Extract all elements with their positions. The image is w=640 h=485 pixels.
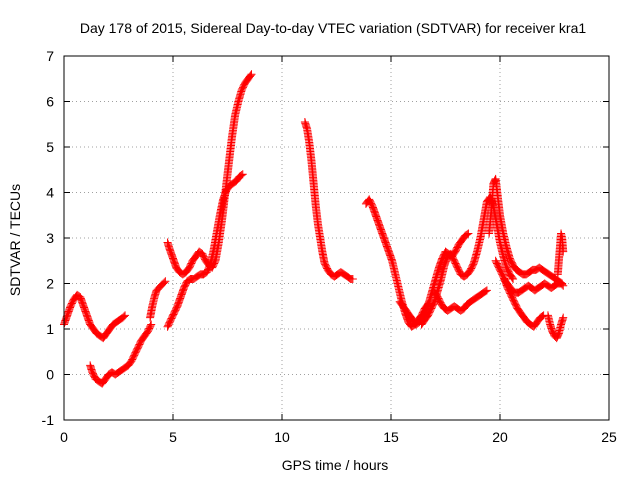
x-tick-label: 15: [383, 429, 399, 445]
data-series-arc-2: [86, 320, 156, 388]
data-point: [508, 273, 517, 282]
data-point: [509, 274, 518, 283]
data-point: [161, 277, 170, 286]
data-point: [147, 320, 156, 329]
x-tick-label: 0: [60, 429, 68, 445]
points-layer: [60, 70, 568, 388]
data-point: [348, 274, 357, 283]
data-point: [481, 287, 490, 296]
x-tick-label: 10: [274, 429, 290, 445]
data-point: [558, 280, 567, 289]
y-tick-label: -1: [42, 412, 55, 428]
y-tick-label: 1: [46, 321, 54, 337]
grid-layer: [64, 56, 609, 420]
data-point: [246, 71, 255, 80]
y-axis-label: SDTVAR / TECUs: [7, 184, 23, 296]
data-point: [464, 229, 473, 238]
x-tick-label: 25: [601, 429, 617, 445]
data-point: [238, 170, 247, 179]
data-point: [538, 312, 547, 321]
x-axis-label: GPS time / hours: [282, 457, 389, 473]
y-tick-label: 7: [46, 48, 54, 64]
data-point: [559, 313, 568, 322]
plot-frame: [63, 55, 610, 421]
data-point: [119, 312, 128, 321]
data-series-arc-7: [361, 195, 433, 331]
y-tick-label: 4: [46, 185, 54, 201]
data-series-arc-13: [500, 274, 548, 331]
x-tick-label: 5: [169, 429, 177, 445]
data-point: [75, 292, 84, 301]
data-point: [559, 247, 568, 256]
data-point: [146, 321, 155, 330]
data-series-arc-5: [163, 170, 247, 331]
x-tick-label: 20: [492, 429, 508, 445]
data-point: [463, 230, 472, 239]
y-tick-label: 6: [46, 94, 54, 110]
y-tick-label: 2: [46, 276, 54, 292]
data-series-arc-14: [543, 311, 568, 343]
data-point: [482, 286, 491, 295]
data-series-arc-3: [146, 277, 170, 322]
data-series-arc-6: [300, 117, 357, 283]
data-series-arc-10: [430, 286, 491, 315]
chart-title: Day 178 of 2015, Sidereal Day-to-day VTE…: [80, 20, 586, 36]
data-point: [490, 177, 499, 186]
y-tick-label: 5: [46, 139, 54, 155]
data-point: [121, 311, 130, 320]
data-series-arc-1: [60, 290, 130, 343]
data-series-arc-11: [485, 174, 567, 288]
data-point: [247, 70, 256, 79]
data-point: [237, 171, 246, 180]
y-tick-label: 3: [46, 230, 54, 246]
data-point: [559, 281, 568, 290]
tick-layer: 0 5 10 15 20 25 -1 0 1 2 3 4 5 6 7: [42, 48, 617, 445]
data-series-arc-15: [553, 229, 568, 279]
data-point: [160, 278, 169, 287]
y-tick-label: 0: [46, 367, 54, 383]
